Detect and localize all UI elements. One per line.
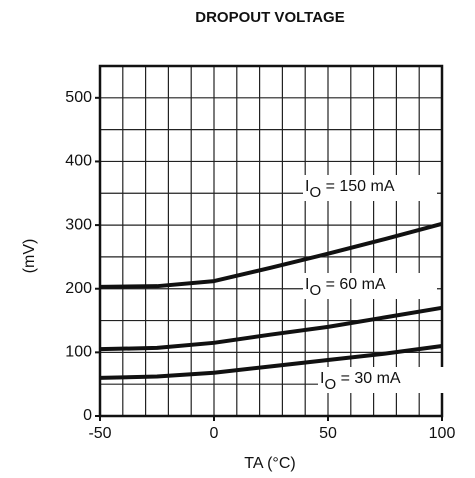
label-background — [303, 273, 437, 299]
y-tick-label: 100 — [65, 344, 92, 361]
y-axis-label: (mV) — [21, 239, 38, 274]
series-line — [99, 221, 443, 289]
label-rest: = 30 mA — [336, 370, 401, 387]
plot-frame — [98, 64, 444, 418]
label-sub: O — [324, 376, 336, 393]
x-tick-label: 0 — [210, 425, 219, 442]
y-tick-label: 400 — [65, 153, 92, 170]
series-line — [99, 344, 443, 380]
label-background — [303, 175, 437, 201]
label-rest: = 150 mA — [321, 178, 395, 195]
label-rest: = 60 mA — [321, 276, 386, 293]
x-axis-label: TA (°C) — [244, 455, 295, 472]
label-sub: O — [309, 184, 321, 201]
series-line — [99, 305, 443, 352]
label-main: I — [305, 276, 309, 293]
label-background — [318, 367, 452, 393]
chart-title: DROPOUT VOLTAGE — [195, 9, 344, 26]
series-label: IO = 60 mA — [305, 276, 386, 299]
y-tick-label: 300 — [65, 216, 92, 233]
y-tick-label: 200 — [65, 280, 92, 297]
y-tick-label: 0 — [83, 407, 92, 424]
x-tick-label: -50 — [88, 425, 111, 442]
series-label: IO = 30 mA — [320, 370, 401, 393]
y-tick-label: 500 — [65, 89, 92, 106]
label-main: I — [305, 178, 309, 195]
x-tick-label: 50 — [319, 425, 337, 442]
label-sub: O — [309, 282, 321, 299]
series-label: IO = 150 mA — [305, 178, 395, 201]
label-main: I — [320, 370, 324, 387]
x-tick-label: 100 — [429, 425, 456, 442]
